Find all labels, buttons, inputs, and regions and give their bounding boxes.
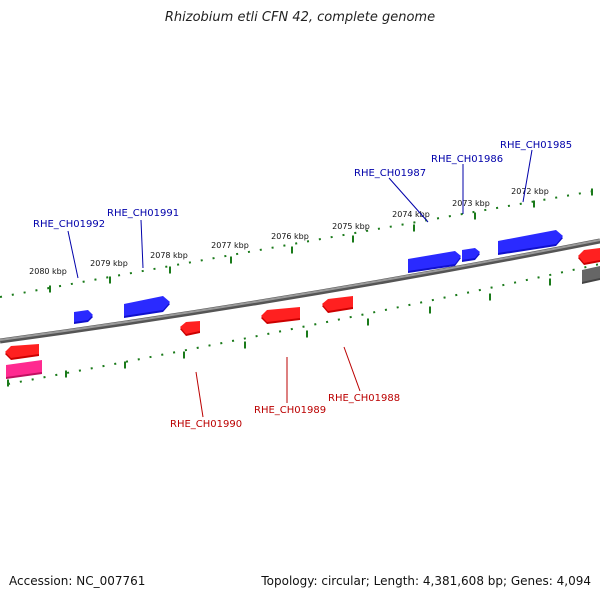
gene-arrow-reverse[interactable]	[578, 248, 600, 265]
gene-arrow-forward[interactable]	[74, 310, 93, 324]
major-ticks	[7, 188, 593, 387]
reverse-strand-genes	[5, 248, 600, 360]
gene-label-reverse[interactable]: RHE_CH01990	[170, 419, 242, 430]
ruler-labels: 2080 kbp 2079 kbp 2078 kbp 2077 kbp 2076 kbp…	[29, 187, 549, 276]
accession-text: Accession: NC_007761	[9, 574, 146, 588]
rna-feature[interactable]	[6, 360, 42, 379]
gene-arrow-reverse[interactable]	[322, 296, 353, 313]
gene-label-forward[interactable]: RHE_CH01986	[431, 154, 503, 165]
ruler-position-label: 2072 kbp	[511, 187, 549, 196]
ruler-position-label: 2077 kbp	[211, 241, 249, 250]
gene-arrow-reverse[interactable]	[180, 321, 200, 336]
ruler-position-label: 2075 kbp	[332, 222, 370, 231]
gene-arrow-reverse[interactable]	[5, 344, 39, 360]
genome-backbone-highlight	[0, 239, 600, 341]
gene-arrow-reverse[interactable]	[261, 307, 300, 324]
genome-backbone	[0, 238, 600, 344]
gene-label-forward[interactable]: RHE_CH01985	[500, 140, 572, 151]
ruler-position-label: 2073 kbp	[452, 199, 490, 208]
ruler-position-label: 2078 kbp	[150, 251, 188, 260]
other-features	[6, 266, 600, 379]
ruler-position-label: 2079 kbp	[90, 259, 128, 268]
map-title: Rhizobium etli CFN 42, complete genome	[164, 10, 436, 25]
gene-label-forward[interactable]: RHE_CH01991	[107, 208, 179, 219]
gene-label-reverse[interactable]: RHE_CH01988	[328, 393, 400, 404]
ruler-position-label: 2076 kbp	[271, 232, 309, 241]
reverse-gene-labels: RHE_CH01990 RHE_CH01989 RHE_CH01988	[170, 393, 400, 430]
label-leader-lines	[67, 149, 533, 418]
ruler-position-label: 2074 kbp	[392, 210, 430, 219]
gene-arrow-forward[interactable]	[408, 251, 461, 273]
gene-arrow-forward[interactable]	[498, 230, 563, 255]
outer-tick-ring	[0, 189, 600, 298]
gene-arrow-forward[interactable]	[124, 296, 170, 318]
forward-gene-labels: RHE_CH01992 RHE_CH01991 RHE_CH01987 RHE_…	[33, 140, 572, 230]
forward-strand-genes	[74, 230, 563, 324]
backbone-feature[interactable]	[582, 266, 600, 284]
gene-label-forward[interactable]: RHE_CH01992	[33, 219, 105, 230]
gene-label-forward[interactable]: RHE_CH01987	[354, 168, 426, 179]
ruler-position-label: 2080 kbp	[29, 267, 67, 276]
gene-arrow-forward[interactable]	[462, 248, 480, 262]
genome-summary-text: Topology: circular; Length: 4,381,608 bp…	[261, 574, 591, 588]
gene-label-reverse[interactable]: RHE_CH01989	[254, 405, 326, 416]
inner-tick-ring	[7, 263, 600, 385]
